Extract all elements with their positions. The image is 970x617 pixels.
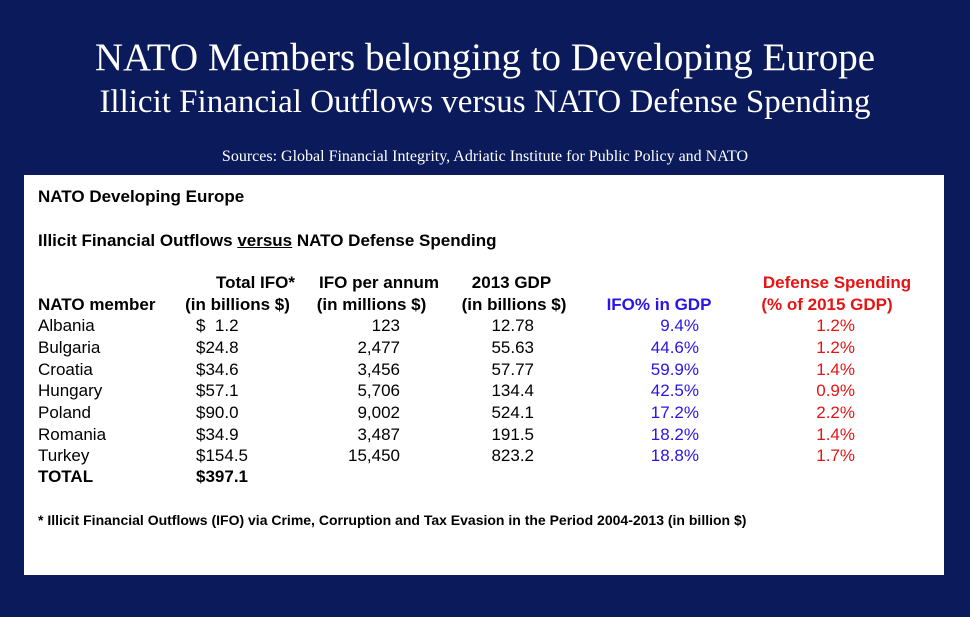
cell-ifo-pct: 17.2% — [650, 403, 699, 422]
cell-defense: 1.7% — [816, 446, 855, 465]
cell-total-ifo: $24.8 — [196, 338, 239, 357]
cell-ifo-annum: 2,477 — [357, 338, 400, 357]
page-subtitle: Illicit Financial Outflows versus NATO D… — [99, 84, 871, 120]
total-label: TOTAL — [38, 467, 94, 486]
cell-ifo-pct: 18.8% — [650, 446, 699, 465]
header-total-ifo-line1: Total IFO* — [215, 273, 295, 292]
cell-total-ifo: $34.6 — [196, 360, 239, 379]
cell-gdp: 12.78 — [491, 316, 534, 335]
total-value: $397.1 — [196, 467, 248, 486]
subheading-part-a: Illicit Financial Outflows — [38, 231, 238, 250]
data-table-panel: NATO Developing Europe Illicit Financial… — [24, 175, 944, 575]
table-subheading: Illicit Financial Outflows versus NATO D… — [38, 231, 496, 251]
cell-ifo-annum: 3,487 — [357, 425, 400, 444]
header-gdp-line2: (in billions $) — [461, 295, 567, 314]
cell-ifo-pct: 18.2% — [650, 425, 699, 444]
subheading-versus: versus — [237, 231, 293, 250]
header-annum-line1: IFO per annum — [319, 273, 439, 292]
header-defense-line2: (% of 2015 GDP) — [761, 295, 893, 314]
header-total-ifo-line2: (in billions $) — [185, 295, 290, 314]
header-ifo-pct: IFO% in GDP — [606, 295, 712, 314]
cell-member: Albania — [38, 316, 95, 335]
cell-total-ifo: $57.1 — [196, 381, 239, 400]
cell-ifo-annum: 123 — [371, 316, 400, 335]
sources-line: Sources: Global Financial Integrity, Adr… — [221, 148, 749, 165]
cell-member: Poland — [38, 403, 91, 422]
cell-ifo-pct: 44.6% — [650, 338, 699, 357]
header-gdp-line1: 2013 GDP — [471, 273, 552, 292]
subheading-part-c: NATO Defense Spending — [292, 231, 497, 250]
cell-ifo-pct: 9.4% — [660, 316, 699, 335]
page-title: NATO Members belonging to Developing Eur… — [94, 36, 876, 79]
cell-member: Bulgaria — [38, 338, 101, 357]
cell-defense: 1.4% — [816, 360, 855, 379]
footnote: * Illicit Financial Outflows (IFO) via C… — [38, 512, 747, 528]
cell-defense: 2.2% — [816, 403, 855, 422]
cell-gdp: 191.5 — [491, 425, 534, 444]
cell-gdp: 823.2 — [491, 446, 534, 465]
cell-defense: 1.2% — [816, 338, 855, 357]
cell-ifo-annum: 9,002 — [357, 403, 400, 422]
cell-gdp: 57.77 — [491, 360, 534, 379]
cell-ifo-annum: 3,456 — [357, 360, 400, 379]
table-heading: NATO Developing Europe — [38, 187, 245, 206]
cell-member: Romania — [38, 425, 107, 444]
cell-defense: 0.9% — [816, 381, 855, 400]
cell-member: Hungary — [38, 381, 103, 400]
header-defense-line1: Defense Spending — [762, 273, 912, 292]
cell-total-ifo: $34.9 — [196, 425, 239, 444]
cell-total-ifo: $154.5 — [196, 446, 248, 465]
cell-gdp: 134.4 — [491, 381, 534, 400]
cell-ifo-annum: 5,706 — [357, 381, 400, 400]
cell-ifo-pct: 59.9% — [650, 360, 699, 379]
cell-defense: 1.4% — [816, 425, 855, 444]
cell-ifo-annum: 15,450 — [348, 446, 400, 465]
cell-total-ifo: $ 1.2 — [196, 316, 239, 335]
cell-member: Croatia — [38, 360, 93, 379]
cell-member: Turkey — [38, 446, 90, 465]
header-member: NATO member — [38, 295, 156, 314]
cell-total-ifo: $90.0 — [196, 403, 239, 422]
cell-ifo-pct: 42.5% — [650, 381, 699, 400]
cell-gdp: 524.1 — [491, 403, 534, 422]
header-annum-line2: (in millions $) — [316, 295, 427, 314]
cell-defense: 1.2% — [816, 316, 855, 335]
cell-gdp: 55.63 — [491, 338, 534, 357]
